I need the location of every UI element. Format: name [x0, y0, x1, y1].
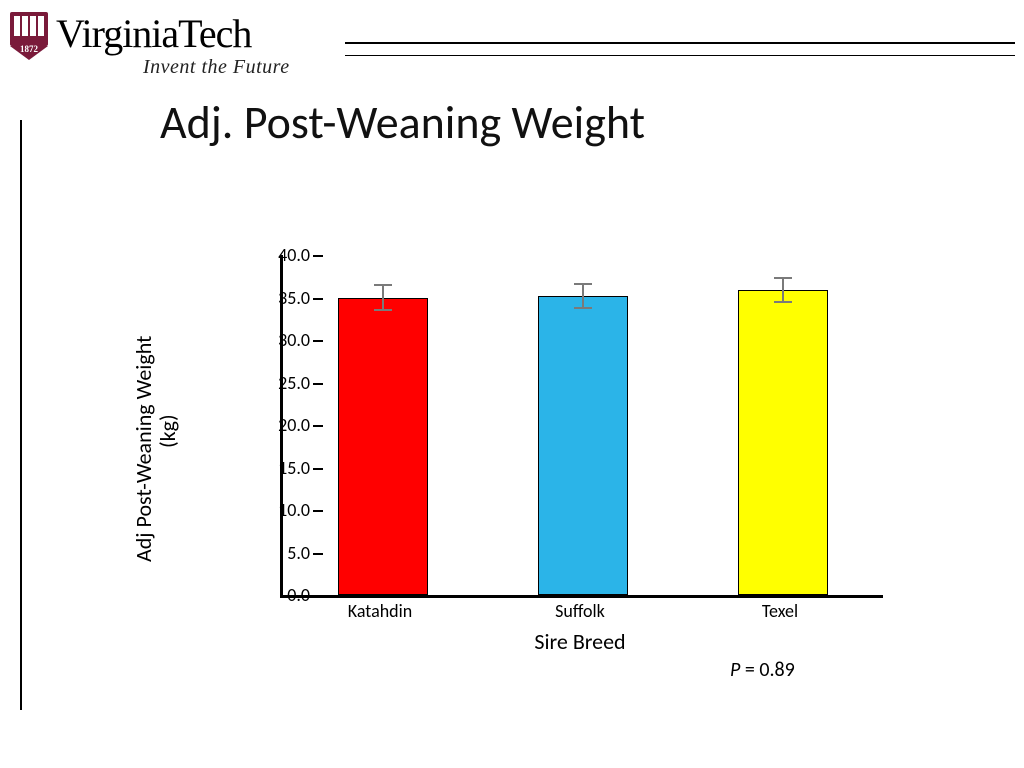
p-letter: P — [730, 658, 740, 682]
error-bar — [782, 277, 784, 303]
x-tick-label: Texel — [762, 600, 798, 622]
y-tick: 15.0 — [260, 457, 310, 479]
y-tick: 20.0 — [260, 414, 310, 436]
p-value: P = 0.89 — [730, 658, 795, 682]
x-axis-title: Sire Breed — [280, 628, 880, 655]
y-tick: 40.0 — [260, 244, 310, 266]
y-tick: 0.0 — [260, 584, 310, 606]
p-equals: = — [740, 658, 759, 682]
y-axis-title: Adj Post-Weaning Weight — [130, 336, 157, 562]
x-tick-label: Suffolk — [555, 600, 605, 622]
plot-area — [280, 255, 883, 598]
y-tick: 25.0 — [260, 372, 310, 394]
y-axis-title-line1: Adj Post-Weaning Weight — [130, 336, 157, 562]
institution-name: VirginiaTech — [56, 10, 251, 57]
y-axis-title-unit: (kg) — [154, 414, 181, 448]
left-rule — [20, 120, 22, 710]
slide: 1872 VirginiaTech Invent the Future Adj.… — [0, 0, 1024, 768]
institution-tagline: Invent the Future — [143, 56, 290, 79]
page-title: Adj. Post-Weaning Weight — [160, 95, 645, 151]
y-tick: 35.0 — [260, 287, 310, 309]
vt-logo: 1872 VirginiaTech Invent the Future — [8, 8, 328, 83]
y-tick: 5.0 — [260, 542, 310, 564]
p-number: 0.89 — [759, 658, 794, 682]
bar-katahdin — [338, 298, 428, 596]
x-tick-label: Katahdin — [348, 600, 412, 622]
error-bar — [382, 284, 384, 311]
y-axis-title-line2: (kg) — [154, 414, 181, 448]
shield-year: 1872 — [20, 44, 39, 54]
bar-texel — [738, 290, 828, 595]
weaning-weight-chart: Adj Post-Weaning Weight (kg) Sire Breed … — [140, 240, 920, 660]
header-rule — [345, 55, 1015, 56]
bar-suffolk — [538, 296, 628, 595]
y-tick: 30.0 — [260, 329, 310, 351]
header-rule — [345, 42, 1015, 44]
y-tick: 10.0 — [260, 499, 310, 521]
error-bar — [582, 283, 584, 309]
